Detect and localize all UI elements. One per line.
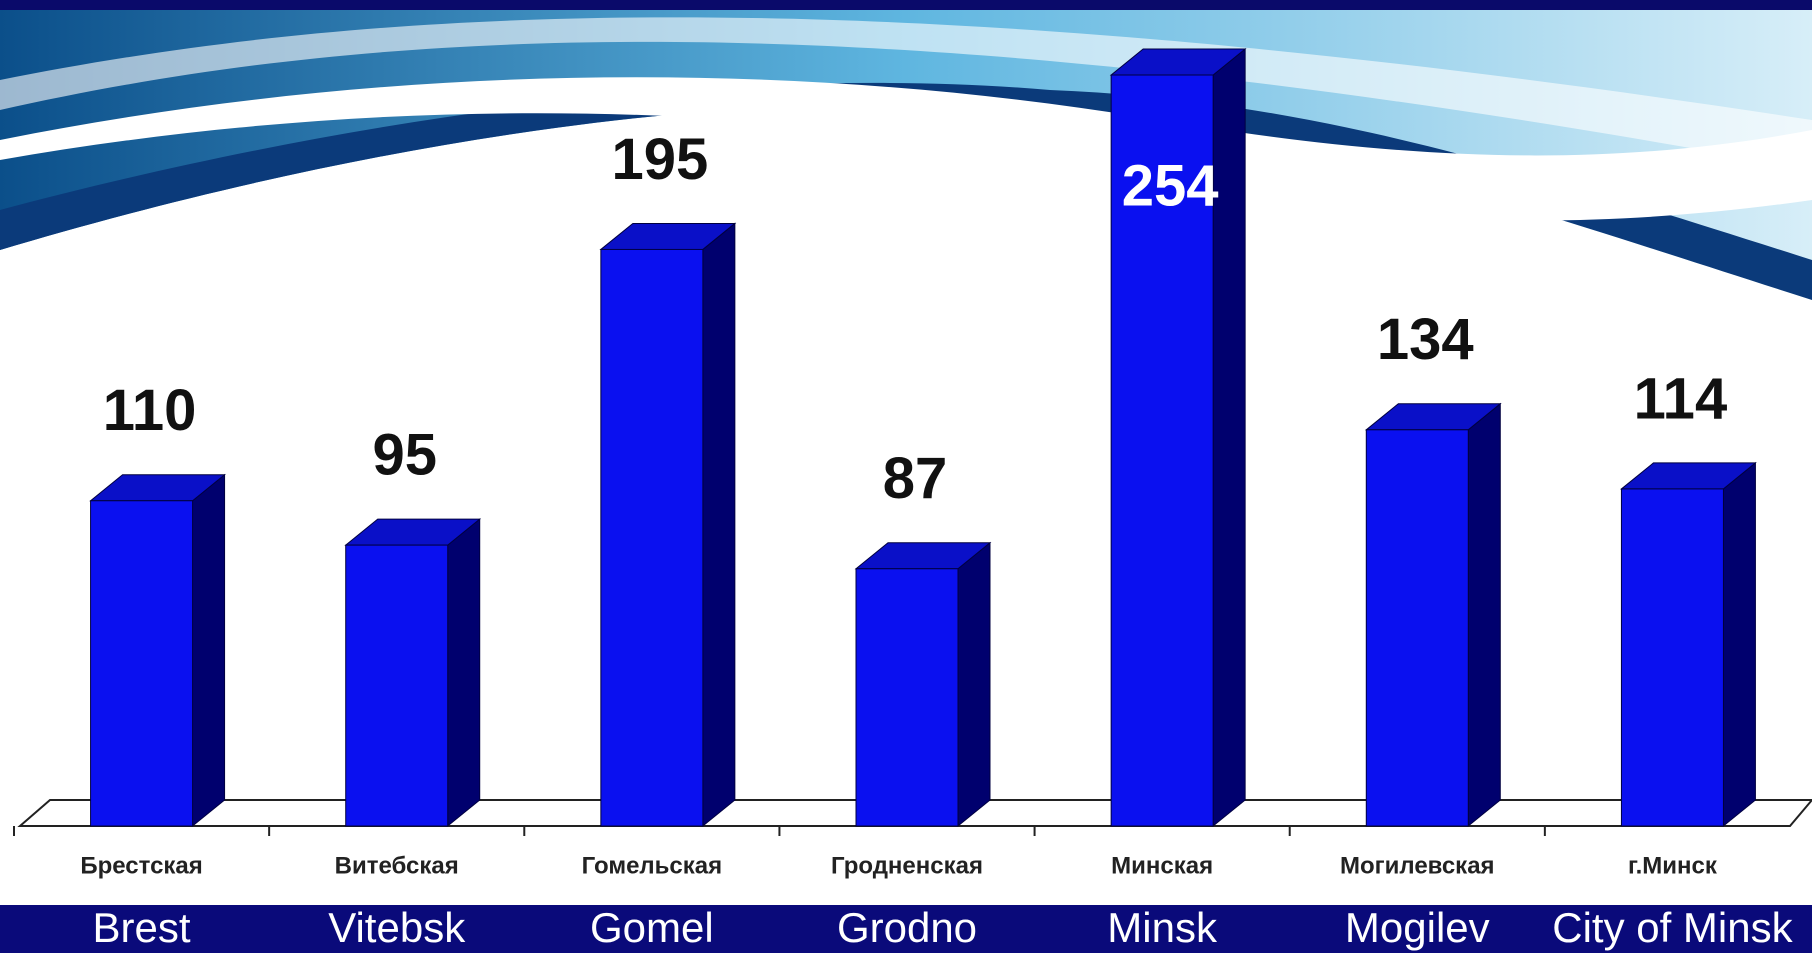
value-label: 254	[1122, 153, 1219, 218]
x-tick-translation: Vitebsk	[328, 904, 466, 951]
value-label: 95	[372, 422, 437, 487]
x-tick-label: Витебская	[335, 852, 459, 879]
x-tick-translation: Mogilev	[1345, 904, 1490, 951]
bar-side	[957, 541, 991, 828]
value-label: 134	[1377, 307, 1474, 372]
bar-side	[447, 518, 481, 828]
value-label: 114	[1634, 366, 1728, 431]
x-tick-label: Гродненская	[831, 852, 983, 879]
x-tick-translation: Minsk	[1107, 904, 1218, 951]
bar	[1110, 74, 1214, 827]
value-label: 110	[103, 378, 197, 443]
bar	[345, 544, 449, 827]
bar	[600, 248, 704, 827]
bar	[1620, 488, 1724, 827]
x-tick-translation: City of Minsk	[1552, 904, 1793, 951]
bar-side	[1467, 402, 1501, 828]
x-tick-label: Могилевская	[1340, 852, 1495, 879]
x-tick-label: Минская	[1111, 852, 1213, 879]
bar-side	[1722, 461, 1756, 828]
x-tick-label: г.Минск	[1628, 852, 1718, 879]
x-tick-translation: Gomel	[590, 904, 714, 951]
bar-side	[702, 222, 736, 828]
value-label: 195	[611, 127, 708, 192]
background-white-wave	[0, 77, 1812, 221]
x-tick-label: Брестская	[80, 852, 202, 879]
background-swoosh-band	[0, 82, 1812, 300]
bar	[855, 568, 959, 827]
bar-side	[192, 473, 226, 828]
plot: Брестская Brest 110 Витебская Vitebsk 95 Гомел…	[13, 47, 1794, 951]
x-tick-translation: Brest	[93, 904, 191, 951]
top-band	[0, 0, 1812, 10]
background-highlight	[0, 17, 1812, 170]
value-label: 87	[883, 446, 948, 511]
bottom-band	[0, 905, 1812, 953]
x-tick-translation: Grodno	[837, 904, 977, 951]
bar	[1365, 429, 1469, 827]
x-tick-label: Гомельская	[582, 852, 723, 879]
bar	[90, 500, 194, 827]
